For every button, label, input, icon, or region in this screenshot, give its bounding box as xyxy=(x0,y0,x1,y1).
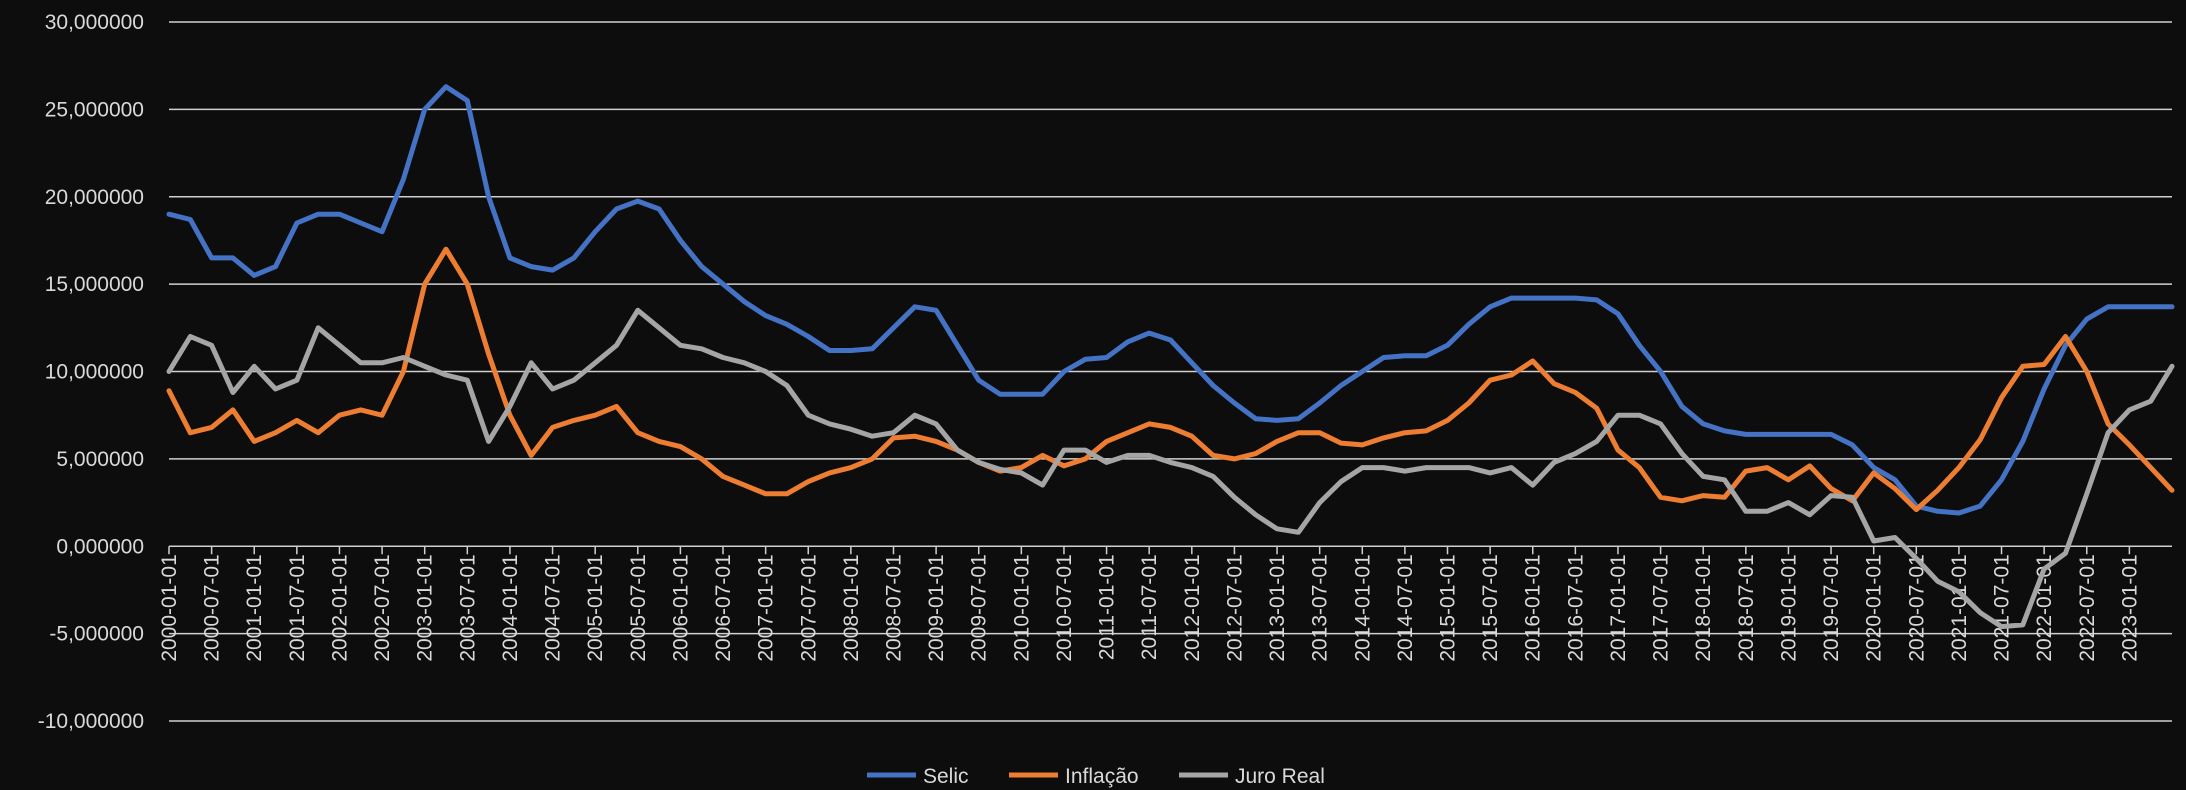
x-tick-label: 2000-01-01 xyxy=(158,554,181,661)
x-tick-label: 2012-07-01 xyxy=(1223,554,1246,661)
x-tick-label: 2007-07-01 xyxy=(797,554,820,661)
x-tick-label: 2019-01-01 xyxy=(1777,554,1800,661)
y-tick-label: 15,000000 xyxy=(45,273,144,296)
x-tick-label: 2004-01-01 xyxy=(499,554,522,661)
x-tick-label: 2015-01-01 xyxy=(1437,554,1460,661)
x-tick-label: 2010-07-01 xyxy=(1053,554,1076,661)
x-tick-label: 2003-01-01 xyxy=(414,554,437,661)
x-tick-label: 2020-07-01 xyxy=(1905,554,1928,661)
y-tick-label: 0,000000 xyxy=(56,535,144,558)
x-tick-label: 2014-01-01 xyxy=(1351,554,1374,661)
x-tick-label: 2012-01-01 xyxy=(1181,554,1204,661)
y-tick-label: 25,000000 xyxy=(45,98,144,121)
x-tick-label: 2003-07-01 xyxy=(456,554,479,661)
x-tick-label: 2019-07-01 xyxy=(1820,554,1843,661)
y-tick-label: 20,000000 xyxy=(45,186,144,209)
x-tick-label: 2010-01-01 xyxy=(1010,554,1033,661)
x-tick-label: 2016-01-01 xyxy=(1522,554,1545,661)
series-line xyxy=(166,307,2175,630)
legend-label: Selic xyxy=(923,765,969,788)
x-tick-label: 2023-01-01 xyxy=(2118,554,2141,661)
x-tick-label: 2006-01-01 xyxy=(669,554,692,661)
x-tick-label: 2016-07-01 xyxy=(1564,554,1587,661)
x-tick-label: 2015-07-01 xyxy=(1479,554,1502,661)
y-tick-label: 5,000000 xyxy=(56,448,144,471)
x-tick-label: 2017-07-01 xyxy=(1650,554,1673,661)
y-tick-label: -5,000000 xyxy=(49,623,144,646)
x-tick-label: 2013-01-01 xyxy=(1266,554,1289,661)
x-tick-label: 2002-01-01 xyxy=(328,554,351,661)
x-tick-label: 2021-01-01 xyxy=(1948,554,1971,661)
x-tick-label: 2005-01-01 xyxy=(584,554,607,661)
x-tick-label: 2009-01-01 xyxy=(925,554,948,661)
x-tick-label: 2022-07-01 xyxy=(2076,554,2099,661)
x-tick-label: 2020-01-01 xyxy=(1863,554,1886,661)
series-line xyxy=(166,84,2175,516)
y-tick-label: 30,000000 xyxy=(45,11,144,34)
x-tick-label: 2000-07-01 xyxy=(201,554,224,661)
x-tick-label: 2017-01-01 xyxy=(1607,554,1630,661)
x-tick-label: 2001-01-01 xyxy=(243,554,266,661)
x-tick-label: 2011-07-01 xyxy=(1138,554,1161,660)
legend-label: Inflação xyxy=(1065,765,1139,788)
series-line xyxy=(166,246,2175,513)
x-tick-label: 2007-01-01 xyxy=(755,554,778,661)
x-tick-label: 2006-07-01 xyxy=(712,554,735,661)
x-tick-label: 2008-07-01 xyxy=(882,554,905,661)
x-tick-label: 2011-01-01 xyxy=(1096,554,1119,660)
legend-label: Juro Real xyxy=(1235,765,1325,788)
x-tick-label: 2014-07-01 xyxy=(1394,554,1417,661)
x-tick-label: 2005-07-01 xyxy=(627,554,650,661)
x-tick-label: 2018-01-01 xyxy=(1692,554,1715,661)
x-tick-label: 2013-07-01 xyxy=(1309,554,1332,661)
x-tick-label: 2009-07-01 xyxy=(968,554,991,661)
x-tick-label: 2008-01-01 xyxy=(840,554,863,661)
x-tick-label: 2018-07-01 xyxy=(1735,554,1758,661)
y-tick-label: 10,000000 xyxy=(45,361,144,384)
x-tick-label: 2021-07-01 xyxy=(1991,554,2014,661)
y-tick-label: -10,000000 xyxy=(38,710,144,733)
x-tick-label: 2001-07-01 xyxy=(286,554,309,661)
x-tick-label: 2002-07-01 xyxy=(371,554,394,661)
x-tick-label: 2004-07-01 xyxy=(542,554,565,661)
